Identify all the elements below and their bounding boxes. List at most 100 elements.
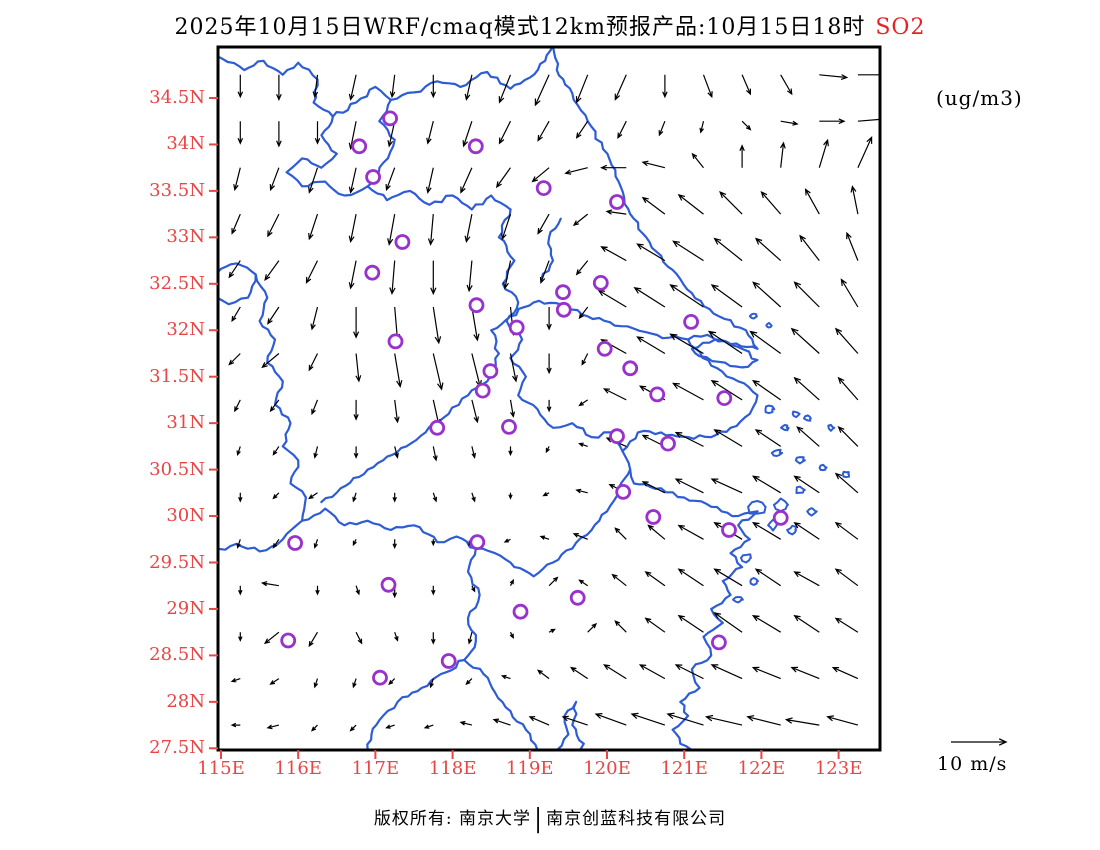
copyright-footer: 版权所有: 南京大学 | 南京创蓝科技有限公司 xyxy=(0,804,1100,835)
island xyxy=(770,448,784,457)
lat-tick-label: 30N xyxy=(166,505,205,527)
lat-tick-label: 30.5N xyxy=(149,458,205,480)
station-marker xyxy=(440,653,457,669)
copyright-right: 南京创蓝科技有限公司 xyxy=(546,809,727,829)
lon-tick-label: 119E xyxy=(506,758,554,779)
island xyxy=(748,312,758,320)
legend-reference-arrow xyxy=(951,738,1008,746)
wind-vectors xyxy=(228,74,880,732)
station-marker xyxy=(482,363,499,380)
units-label: (ug/m3) xyxy=(936,86,1023,110)
station-marker xyxy=(555,301,572,318)
boundary-chongming-island xyxy=(690,338,759,369)
lat-tick-label: 31.5N xyxy=(149,365,205,387)
station-marker xyxy=(474,382,491,399)
station-marker xyxy=(555,284,571,301)
lat-tick-label: 34.5N xyxy=(149,87,205,108)
station-marker xyxy=(372,669,388,686)
station-marker xyxy=(622,360,639,377)
footer-separator: | xyxy=(534,803,543,835)
lat-tick-label: 28.5N xyxy=(149,644,205,666)
legend-arrow xyxy=(951,738,1008,746)
station-marker xyxy=(615,483,632,500)
lat-tick-label: 28N xyxy=(166,690,205,712)
lat-tick-label: 27.5N xyxy=(149,737,205,759)
lon-tick-label: 123E xyxy=(814,758,863,779)
station-marker xyxy=(609,428,625,445)
island xyxy=(786,524,797,536)
island xyxy=(740,553,752,564)
boundary-gaoyou-lake xyxy=(540,217,562,281)
coastline-boundaries-layer xyxy=(218,47,851,750)
station-marker xyxy=(772,510,789,526)
boundary-wan-zhe-border xyxy=(463,547,481,662)
legend-speed-label: 10 m/s xyxy=(937,753,1008,775)
island xyxy=(795,485,806,494)
pollutant-label: SO2 xyxy=(875,15,926,40)
wind-vector-layer xyxy=(228,74,880,732)
lat-tick-label: 31N xyxy=(166,412,205,434)
lon-tick-label: 122E xyxy=(737,758,786,779)
station-marker xyxy=(596,340,613,357)
station-marker xyxy=(429,419,446,436)
lat-tick-label: 34N xyxy=(166,133,205,155)
axis-ticks xyxy=(209,97,840,759)
boundary-wan-su-north xyxy=(285,115,512,211)
station-marker xyxy=(501,418,517,435)
island xyxy=(794,456,806,465)
island xyxy=(791,410,801,419)
lon-tick-label: 121E xyxy=(660,758,708,779)
lat-tick-label: 29.5N xyxy=(149,551,205,573)
map-frame xyxy=(216,45,882,752)
station-marker xyxy=(365,169,382,185)
plot-frame xyxy=(216,45,882,752)
island xyxy=(827,423,836,432)
lat-tick-label: 32N xyxy=(166,319,205,341)
station-marker xyxy=(683,313,699,330)
station-marker xyxy=(645,509,662,525)
island xyxy=(806,507,818,517)
lon-tick-label: 115E xyxy=(197,758,245,779)
boundary-dabie-border xyxy=(254,273,307,522)
station-marker xyxy=(512,603,529,620)
station-marker xyxy=(711,634,727,651)
station-marker xyxy=(609,194,625,210)
station-marker xyxy=(280,632,297,649)
boundary-henan-loop xyxy=(218,262,257,306)
boundary-qiantang-river xyxy=(474,468,632,578)
title-text: 2025年10月15日WRF/cmaq模式12km预报产品:10月15日18时 xyxy=(174,15,866,40)
island xyxy=(749,577,759,586)
station-marker xyxy=(467,138,484,155)
boundary-shanghai-hangzhou-bay xyxy=(621,338,759,518)
lon-tick-label: 116E xyxy=(274,758,322,779)
boundary-su-zhe-wan-border xyxy=(509,357,624,453)
lon-tick-label: 120E xyxy=(583,758,631,779)
copyright-left: 版权所有: 南京大学 xyxy=(373,809,531,829)
station-marker xyxy=(569,589,586,606)
island xyxy=(764,404,776,415)
island xyxy=(747,500,767,515)
lon-tick-label: 117E xyxy=(351,758,400,779)
lat-tick-label: 29N xyxy=(166,597,205,619)
lat-tick-label: 33N xyxy=(166,226,205,248)
lon-tick-label: 118E xyxy=(428,758,477,779)
boundary-yangtze-river xyxy=(320,299,690,504)
station-marker-layer xyxy=(280,110,789,686)
station-marker xyxy=(468,297,485,314)
boundary-fujian-branch xyxy=(463,658,539,750)
station-marker xyxy=(380,576,397,593)
island xyxy=(772,497,789,512)
station-marker xyxy=(721,522,737,538)
station-marker xyxy=(469,534,486,550)
island xyxy=(765,321,773,329)
island xyxy=(732,596,744,604)
station-marker xyxy=(508,319,525,336)
island xyxy=(818,463,828,472)
station-marker xyxy=(351,138,368,155)
station-marker xyxy=(382,110,399,127)
boundary-min-zhe-bit xyxy=(555,700,585,750)
boundary-jiangsu-coast xyxy=(552,47,759,350)
station-marker xyxy=(287,535,304,551)
